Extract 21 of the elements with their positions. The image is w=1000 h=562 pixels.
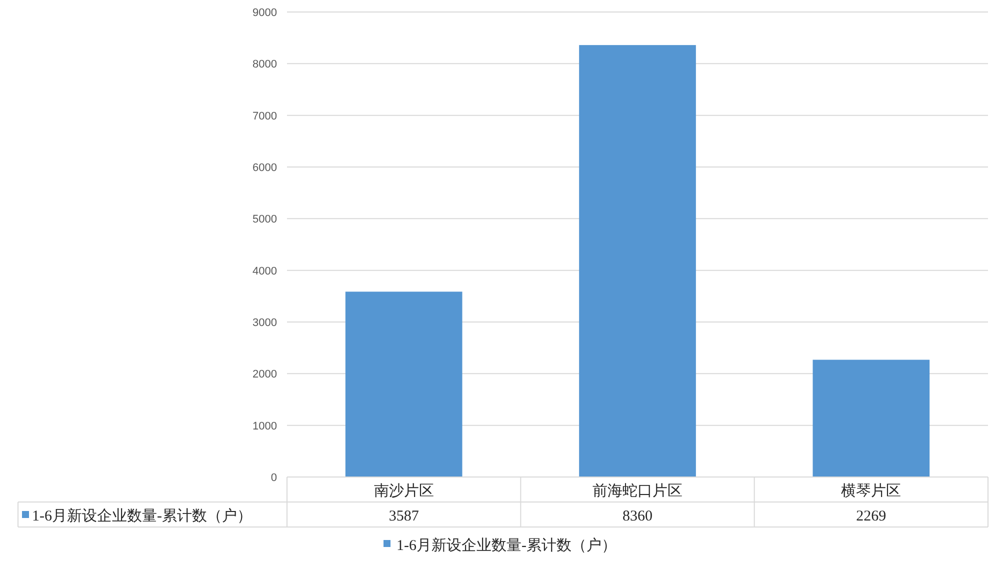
x-tick-label: 南沙片区 [374,482,434,500]
y-tick-label: 7000 [252,110,277,122]
y-tick-label: 4000 [252,265,277,278]
y-tick-label: 9000 [252,7,277,19]
y-tick-label: 2000 [252,368,277,381]
x-tick-label: 前海蛇口片区 [592,482,682,500]
bar [579,45,696,477]
bar [345,292,462,477]
table-series-name: 1-6月新设企业数量-累计数（户） [32,508,252,524]
data-label: 8360 [622,508,652,524]
legend-label: 1-6月新设企业数量-累计数（户） [396,538,616,554]
y-tick-label: 5000 [252,214,277,226]
y-tick-label: 6000 [252,162,277,174]
y-tick-label: 3000 [252,317,277,329]
bar [812,360,930,477]
y-tick-label: 8000 [252,58,277,71]
x-tick-label: 横琴片区 [841,482,902,500]
data-label: 2269 [856,508,886,524]
y-tick-label: 1000 [252,420,277,432]
y-tick-label: 0 [270,472,277,484]
data-label: 3587 [388,508,420,524]
